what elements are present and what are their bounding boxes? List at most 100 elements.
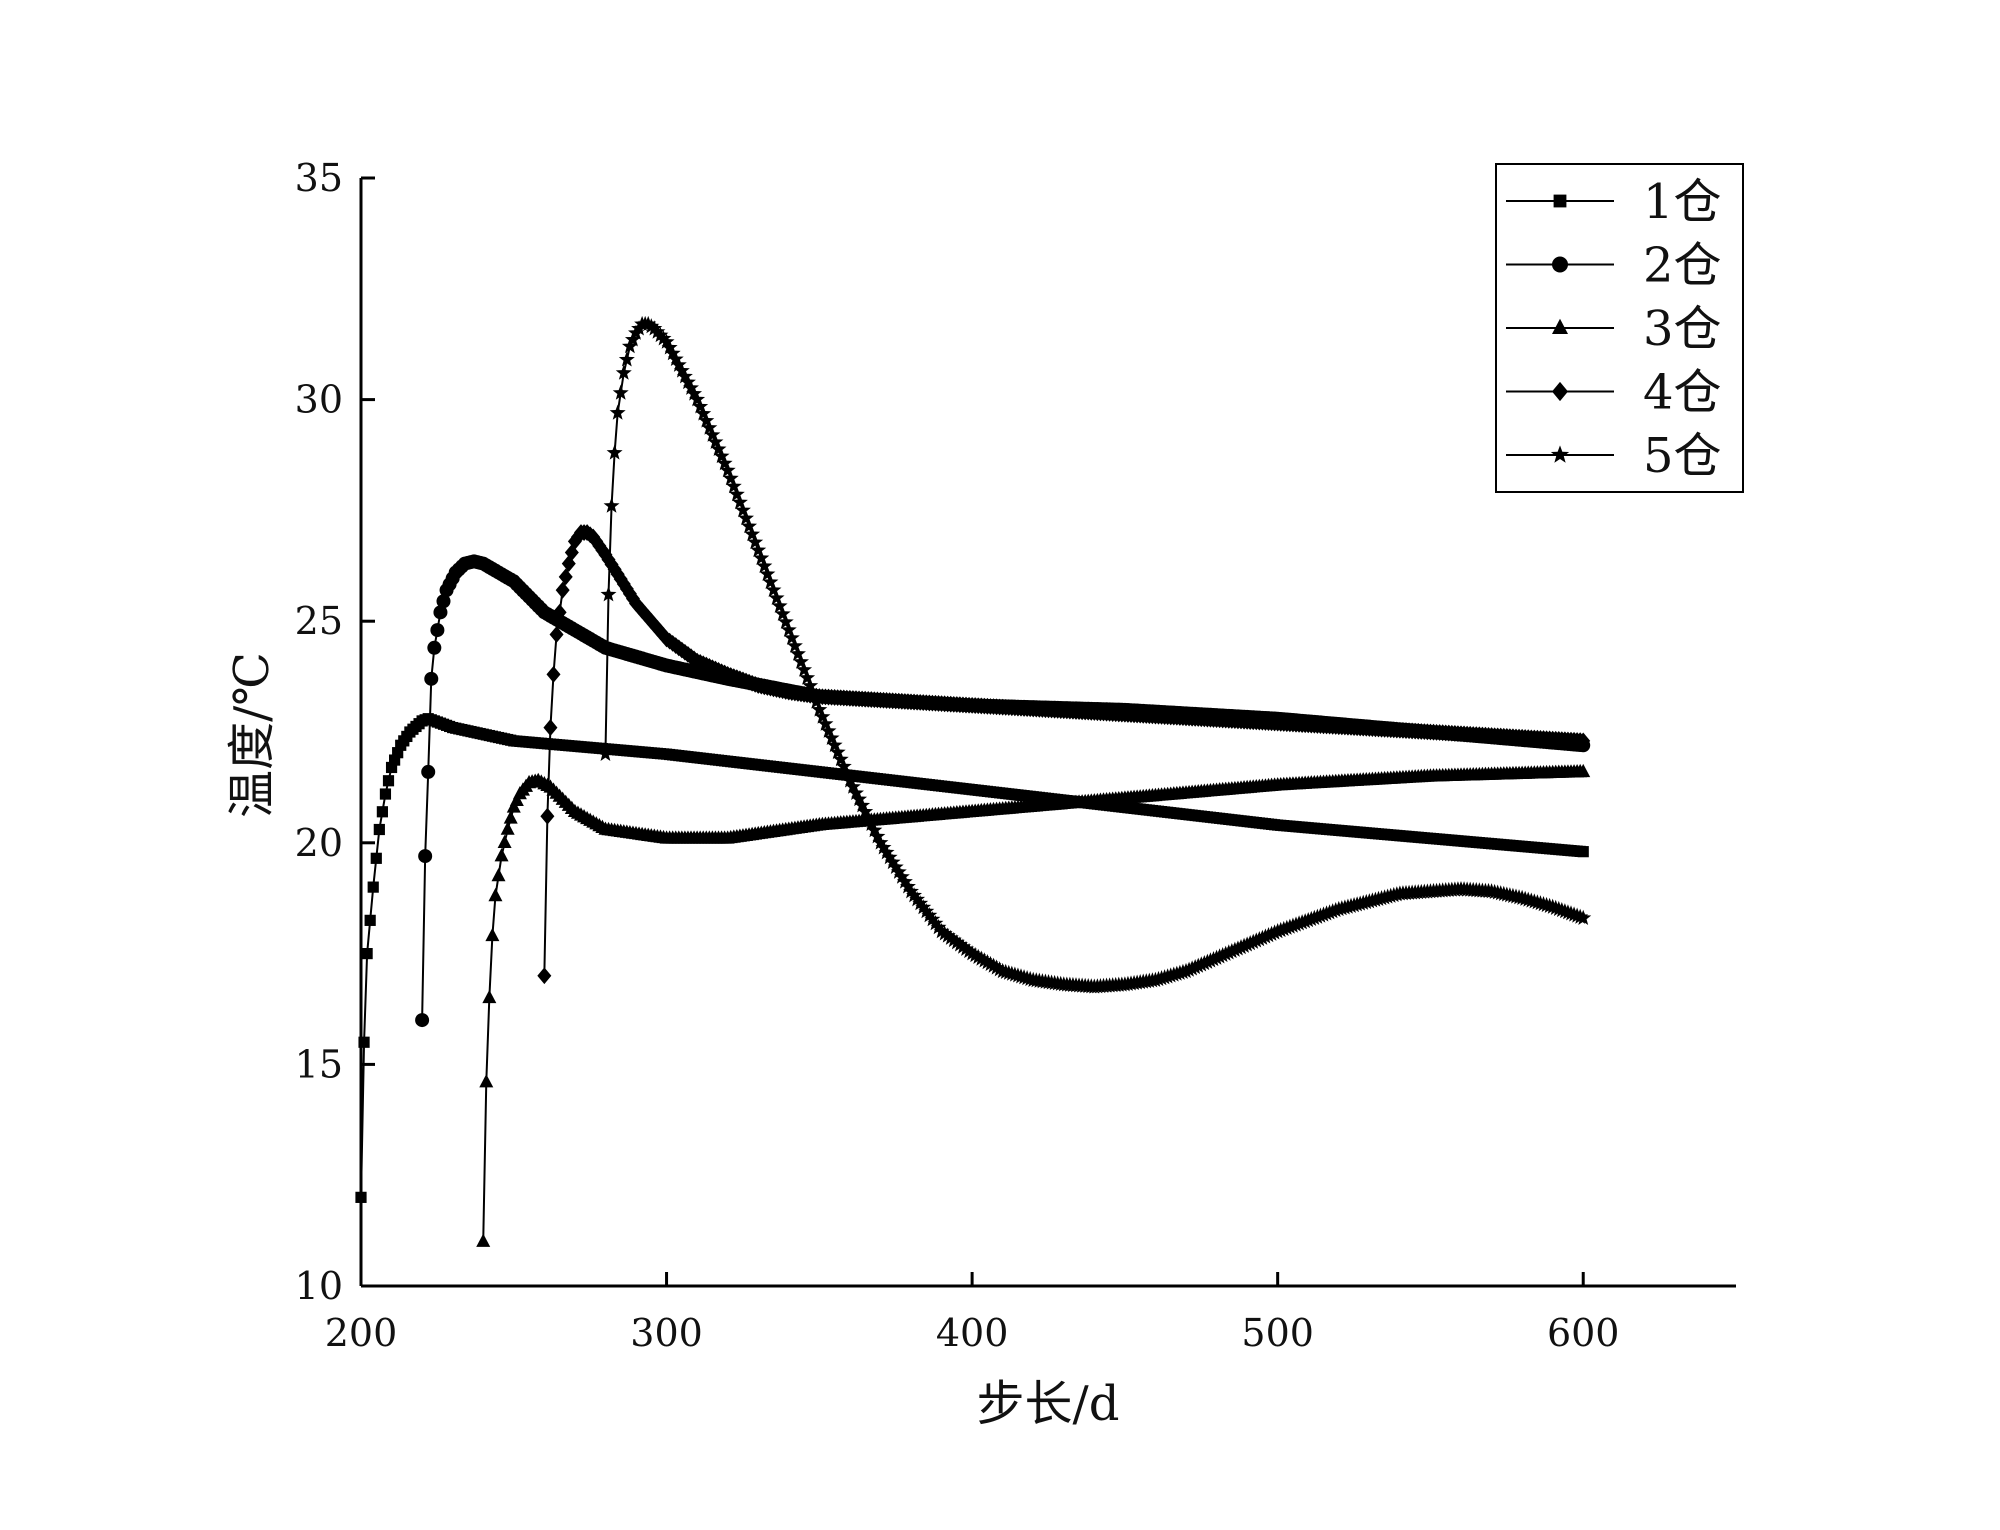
- data-point: [676, 368, 693, 384]
- data-point: [555, 581, 570, 599]
- data-point: [893, 868, 910, 884]
- data-point: [1550, 445, 1570, 463]
- data-point: [896, 873, 913, 889]
- data-point: [835, 758, 852, 774]
- data-point: [958, 940, 974, 956]
- legend-label: 1仓: [1643, 174, 1722, 230]
- data-point: [890, 863, 907, 879]
- data-point: [924, 911, 941, 927]
- data-point: [802, 677, 819, 693]
- y-tick-label: 30: [295, 378, 343, 422]
- data-point: [652, 326, 669, 343]
- data-point: [808, 693, 825, 709]
- series-5: [597, 315, 1592, 994]
- data-point: [741, 517, 758, 534]
- data-point: [1576, 763, 1591, 778]
- series-layer: [355, 315, 1592, 1247]
- data-point: [415, 1013, 430, 1028]
- data-point: [503, 810, 518, 824]
- data-point: [820, 722, 837, 738]
- data-point: [701, 419, 718, 435]
- data-point: [679, 373, 696, 390]
- data-point: [823, 729, 840, 745]
- data-point: [731, 494, 748, 510]
- data-point: [673, 362, 690, 378]
- data-point: [844, 778, 861, 794]
- data-point: [424, 671, 439, 686]
- data-point: [683, 379, 699, 395]
- data-point: [945, 931, 962, 948]
- data-point: [485, 927, 500, 942]
- legend-label: 4仓: [1643, 365, 1722, 421]
- data-point: [838, 765, 855, 781]
- data-point: [664, 345, 681, 361]
- legend-label: 5仓: [1643, 428, 1722, 484]
- data-point: [436, 594, 451, 609]
- data-point: [765, 581, 782, 597]
- data-point: [933, 923, 950, 939]
- data-point: [903, 883, 919, 899]
- data-point: [753, 549, 770, 566]
- data-point: [646, 320, 663, 336]
- data-point: [612, 384, 629, 400]
- data-point: [854, 797, 871, 813]
- data-point: [866, 821, 883, 838]
- data-point: [655, 330, 672, 346]
- data-point: [479, 1074, 494, 1088]
- data-point: [832, 751, 849, 767]
- data-point: [789, 645, 806, 661]
- x-tick-label: 200: [325, 1311, 398, 1355]
- data-point: [728, 486, 745, 502]
- data-point: [667, 350, 684, 367]
- data-point: [829, 743, 846, 760]
- data-point: [909, 891, 926, 907]
- data-point: [488, 887, 503, 902]
- data-point: [558, 568, 573, 586]
- data-point: [899, 878, 916, 894]
- data-point: [863, 815, 880, 831]
- data-point: [750, 541, 767, 558]
- data-point: [621, 338, 638, 354]
- x-tick-label: 600: [1547, 1311, 1620, 1355]
- data-point: [600, 586, 617, 602]
- data-point: [1577, 846, 1589, 858]
- x-axis-title: 步长/d: [977, 1376, 1120, 1432]
- data-point: [759, 565, 776, 582]
- data-point: [692, 398, 709, 414]
- data-point: [355, 1191, 367, 1203]
- data-point: [418, 849, 433, 864]
- data-point: [1552, 381, 1568, 402]
- data-point: [606, 444, 623, 460]
- legend-item: 5仓: [1506, 428, 1722, 484]
- data-point: [927, 915, 944, 931]
- data-point: [796, 661, 813, 677]
- data-point: [961, 942, 978, 959]
- data-point: [597, 745, 614, 761]
- data-point: [954, 938, 971, 954]
- data-point: [848, 784, 864, 800]
- data-point: [500, 821, 515, 835]
- data-point: [670, 356, 687, 372]
- data-point: [768, 589, 785, 605]
- data-point: [887, 858, 904, 874]
- data-point: [783, 629, 800, 645]
- data-point: [921, 907, 938, 923]
- data-point: [805, 685, 822, 701]
- data-point: [744, 525, 761, 542]
- axes: 200 300 400 500 600 10 15 20 25 30 35: [295, 156, 1736, 1355]
- data-point: [358, 1036, 370, 1048]
- data-point: [552, 603, 567, 621]
- data-point: [939, 927, 956, 943]
- data-point: [543, 719, 558, 736]
- data-point: [370, 852, 382, 864]
- data-point: [537, 967, 552, 985]
- data-point: [482, 989, 497, 1004]
- data-point: [1553, 194, 1567, 208]
- data-point: [872, 834, 889, 850]
- data-point: [376, 806, 388, 818]
- data-point: [851, 790, 868, 807]
- data-point: [930, 919, 947, 935]
- legend-item: 1仓: [1506, 174, 1722, 230]
- data-point: [689, 391, 706, 407]
- series-3: [476, 763, 1591, 1247]
